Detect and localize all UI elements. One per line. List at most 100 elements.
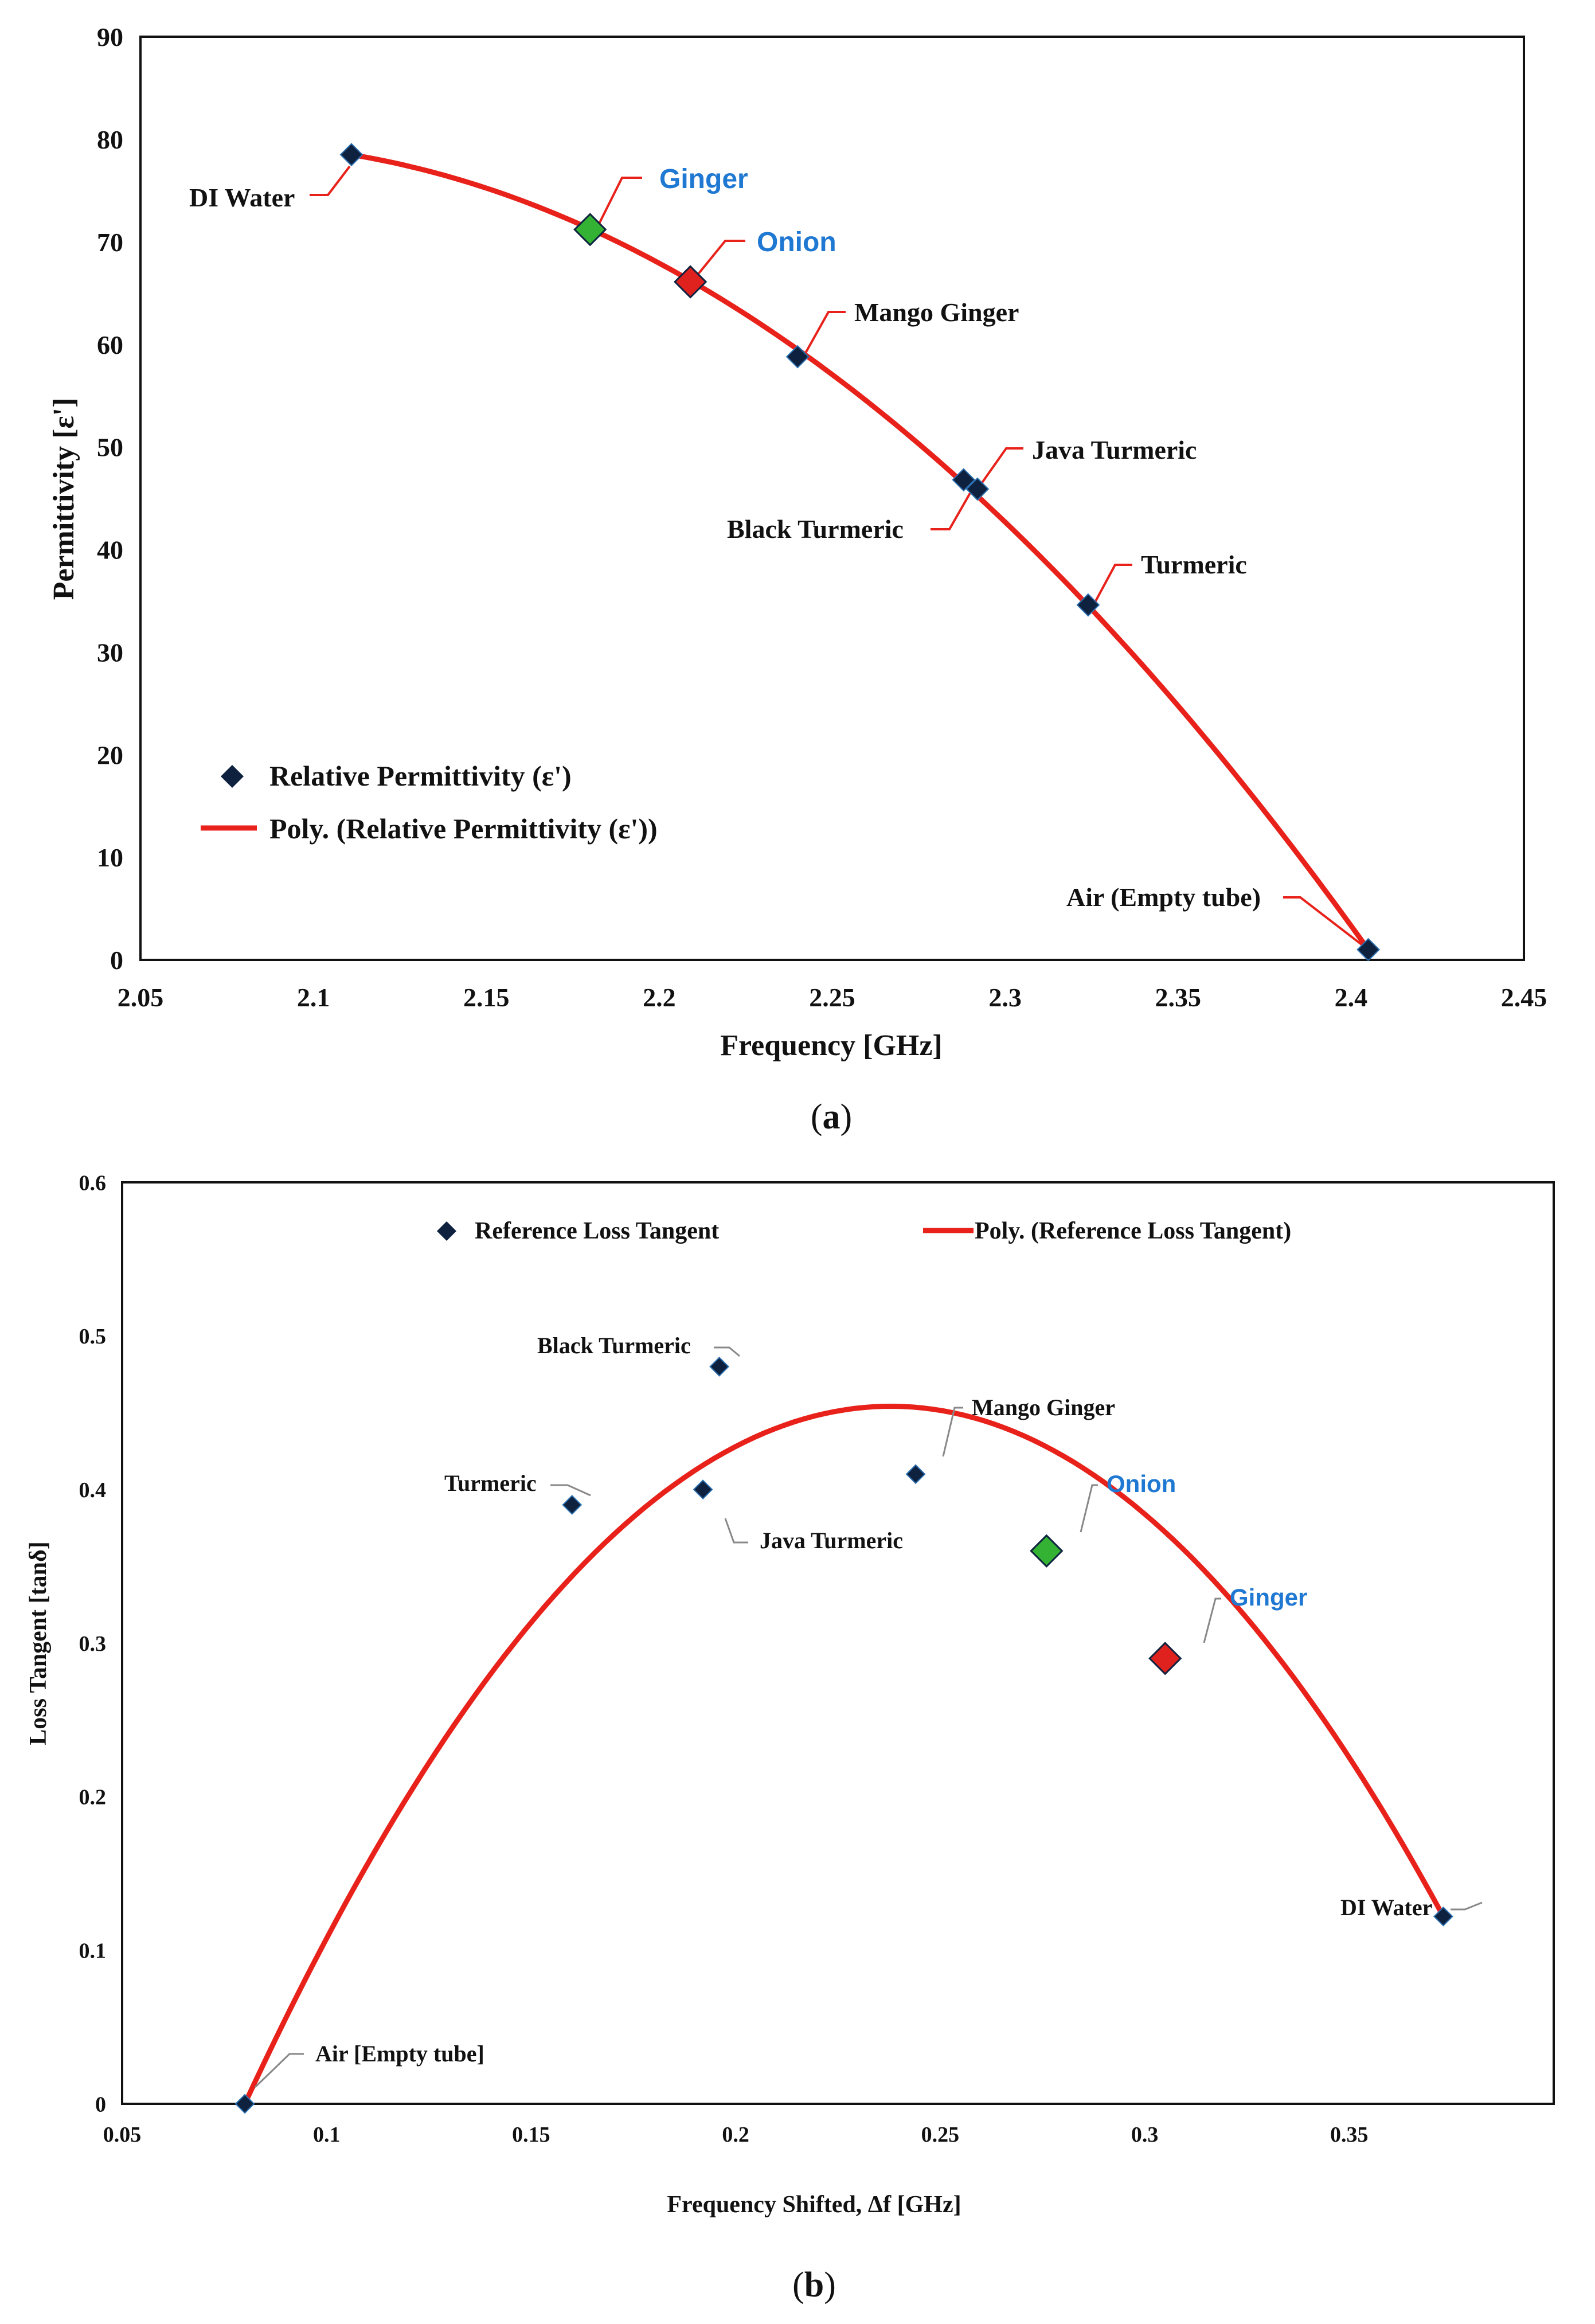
x-tick-label: 0.25 bbox=[921, 2123, 960, 2147]
x-tick-label: 0.35 bbox=[1330, 2123, 1369, 2147]
x-tick-label: 0.15 bbox=[512, 2123, 550, 2147]
point-label-turmeric: Turmeric bbox=[1141, 550, 1247, 579]
data-point-black-turmeric bbox=[709, 1356, 730, 1377]
panel-a-y-ticks: 0 10 20 30 40 50 60 70 80 90 bbox=[97, 22, 123, 975]
y-tick-label: 80 bbox=[97, 125, 123, 154]
point-label-turmeric: Turmeric bbox=[444, 1470, 537, 1496]
x-tick-label: 2.4 bbox=[1335, 983, 1368, 1012]
point-label-ginger: Ginger bbox=[659, 164, 748, 194]
x-tick-label: 0.2 bbox=[722, 2123, 749, 2147]
point-label-onion: Onion bbox=[757, 227, 836, 257]
x-tick-label: 2.1 bbox=[297, 983, 330, 1012]
data-point-ginger bbox=[1148, 1642, 1182, 1675]
leader-line-onion bbox=[1080, 1484, 1098, 1533]
leader-line-mango-ginger bbox=[800, 311, 846, 361]
panel-b-points bbox=[234, 1356, 1453, 2114]
leader-line-di-water bbox=[310, 165, 351, 196]
panel-a-legend: Relative Permittivity (ε') Poly. (Relati… bbox=[201, 760, 658, 845]
panel-b-legend-label-1: Reference Loss Tangent bbox=[475, 1218, 719, 1244]
y-tick-label: 0 bbox=[110, 946, 123, 975]
panel-a-point-labels: DI Water Ginger Onion Mango Ginger Black Tur… bbox=[189, 164, 1261, 912]
leader-line-black-turmeric bbox=[714, 1346, 740, 1357]
point-label-ginger: Ginger bbox=[1230, 1584, 1307, 1611]
leader-line-black-turmeric bbox=[931, 493, 971, 530]
leader-line-di-water bbox=[1451, 1901, 1483, 1911]
data-point-mango-ginger bbox=[905, 1464, 926, 1485]
x-tick-label: 2.3 bbox=[988, 983, 1022, 1012]
y-tick-label: 30 bbox=[97, 638, 123, 667]
leader-line-mango-ginger bbox=[942, 1407, 963, 1457]
panel-a-y-axis-title: Permittivity [ε'] bbox=[48, 398, 80, 600]
panel-a-x-ticks: 2.05 2.1 2.15 2.2 2.25 2.3 2.35 2.4 2.45 bbox=[118, 983, 1547, 1012]
panel-b-y-ticks: 0 0.1 0.2 0.3 0.4 0.5 0.6 bbox=[79, 1171, 107, 2116]
x-tick-label: 0.05 bbox=[103, 2123, 142, 2147]
data-point-air-empty-tube bbox=[234, 2093, 255, 2114]
data-point-black-turmeric bbox=[952, 468, 976, 492]
leader-line-turmeric bbox=[1089, 564, 1132, 611]
y-tick-label: 90 bbox=[97, 22, 123, 52]
panel-b-trendline bbox=[242, 1403, 1446, 2105]
panel-a-caption: (a) bbox=[811, 1097, 852, 1136]
panel-b-point-labels: Air [Empty tube] Turmeric Java Turmeric Bla… bbox=[315, 1333, 1432, 2067]
data-point-ginger bbox=[573, 213, 607, 247]
data-point-onion bbox=[1030, 1534, 1064, 1568]
y-tick-label: 20 bbox=[97, 740, 123, 770]
y-tick-label: 0.5 bbox=[79, 1325, 107, 1349]
point-label-mango-ginger: Mango Ginger bbox=[854, 298, 1019, 327]
data-point-turmeric bbox=[562, 1495, 583, 1515]
point-label-java-turmeric: Java Turmeric bbox=[760, 1528, 903, 1553]
panel-b-plot-frame bbox=[121, 1181, 1555, 2105]
panel-b-legend: Reference Loss Tangent Poly. (Reference … bbox=[437, 1218, 1291, 1244]
x-tick-label: 2.25 bbox=[809, 983, 855, 1012]
panel-b-y-axis-title: Loss Tangent [tanδ] bbox=[25, 1541, 52, 1745]
y-tick-label: 60 bbox=[97, 330, 123, 360]
y-tick-label: 10 bbox=[97, 843, 123, 872]
panel-b-caption-letter: b bbox=[804, 2266, 824, 2305]
panel-a-legend-marker bbox=[221, 765, 244, 788]
panel-b-chart: 00.10.20.30.40.50.6 0.05 0.1 0.15 0.2 0.25 0.… bbox=[25, 1171, 1555, 2305]
y-tick-label: 70 bbox=[97, 228, 123, 257]
leader-line-turmeric bbox=[550, 1484, 591, 1497]
x-tick-label: 2.2 bbox=[643, 983, 676, 1012]
point-label-air-empty-tube: Air [Empty tube] bbox=[315, 2041, 484, 2067]
leader-line-onion bbox=[691, 240, 745, 282]
panel-a-x-axis-title: Frequency [GHz] bbox=[720, 1029, 943, 1062]
point-label-air-empty-tube: Air (Empty tube) bbox=[1066, 882, 1261, 912]
leader-line-ginger bbox=[1203, 1597, 1221, 1643]
data-point-di-water bbox=[339, 143, 363, 167]
panel-a-trendline bbox=[351, 152, 1371, 951]
y-tick-label: 0.2 bbox=[79, 1786, 107, 1810]
panel-a-legend-label-2: Poly. (Relative Permittivity (ε')) bbox=[269, 813, 658, 845]
x-tick-label: 0.3 bbox=[1131, 2123, 1159, 2147]
point-label-di-water: DI Water bbox=[1340, 1895, 1432, 1920]
data-point-java-turmeric bbox=[965, 477, 990, 501]
point-label-black-turmeric: Black Turmeric bbox=[727, 514, 904, 544]
panel-b-legend-marker bbox=[437, 1221, 456, 1241]
y-tick-label: 0.3 bbox=[79, 1632, 107, 1656]
point-label-di-water: DI Water bbox=[189, 183, 295, 212]
data-point-turmeric bbox=[1076, 593, 1100, 617]
panel-a-leader-lines bbox=[310, 165, 1369, 950]
point-label-java-turmeric: Java Turmeric bbox=[1032, 435, 1197, 464]
x-tick-label: 0.1 bbox=[313, 2123, 341, 2147]
panel-b-legend-label-2: Poly. (Reference Loss Tangent) bbox=[975, 1218, 1291, 1244]
panel-b-leader-lines bbox=[254, 1346, 1483, 2088]
data-point-mango-ginger bbox=[785, 345, 810, 369]
y-tick-label: 40 bbox=[97, 536, 123, 565]
leader-line-ginger bbox=[595, 177, 642, 230]
panel-b-caption: (b) bbox=[792, 2266, 836, 2305]
y-tick-label: 0 bbox=[95, 2092, 106, 2116]
y-tick-label: 0.4 bbox=[79, 1478, 107, 1502]
leader-line-java-turmeric bbox=[974, 447, 1023, 494]
point-label-black-turmeric: Black Turmeric bbox=[537, 1333, 691, 1358]
x-tick-label: 2.15 bbox=[463, 983, 510, 1012]
y-tick-label: 50 bbox=[97, 433, 123, 462]
panel-a-points bbox=[339, 143, 1380, 962]
panel-a-caption-letter: a bbox=[823, 1097, 840, 1136]
leader-line-air-empty-tube bbox=[254, 2053, 304, 2088]
point-label-onion: Onion bbox=[1107, 1470, 1176, 1497]
leader-line-air-empty-tube bbox=[1283, 896, 1369, 950]
panel-b-x-axis-title: Frequency Shifted, Δf [GHz] bbox=[667, 2192, 961, 2218]
